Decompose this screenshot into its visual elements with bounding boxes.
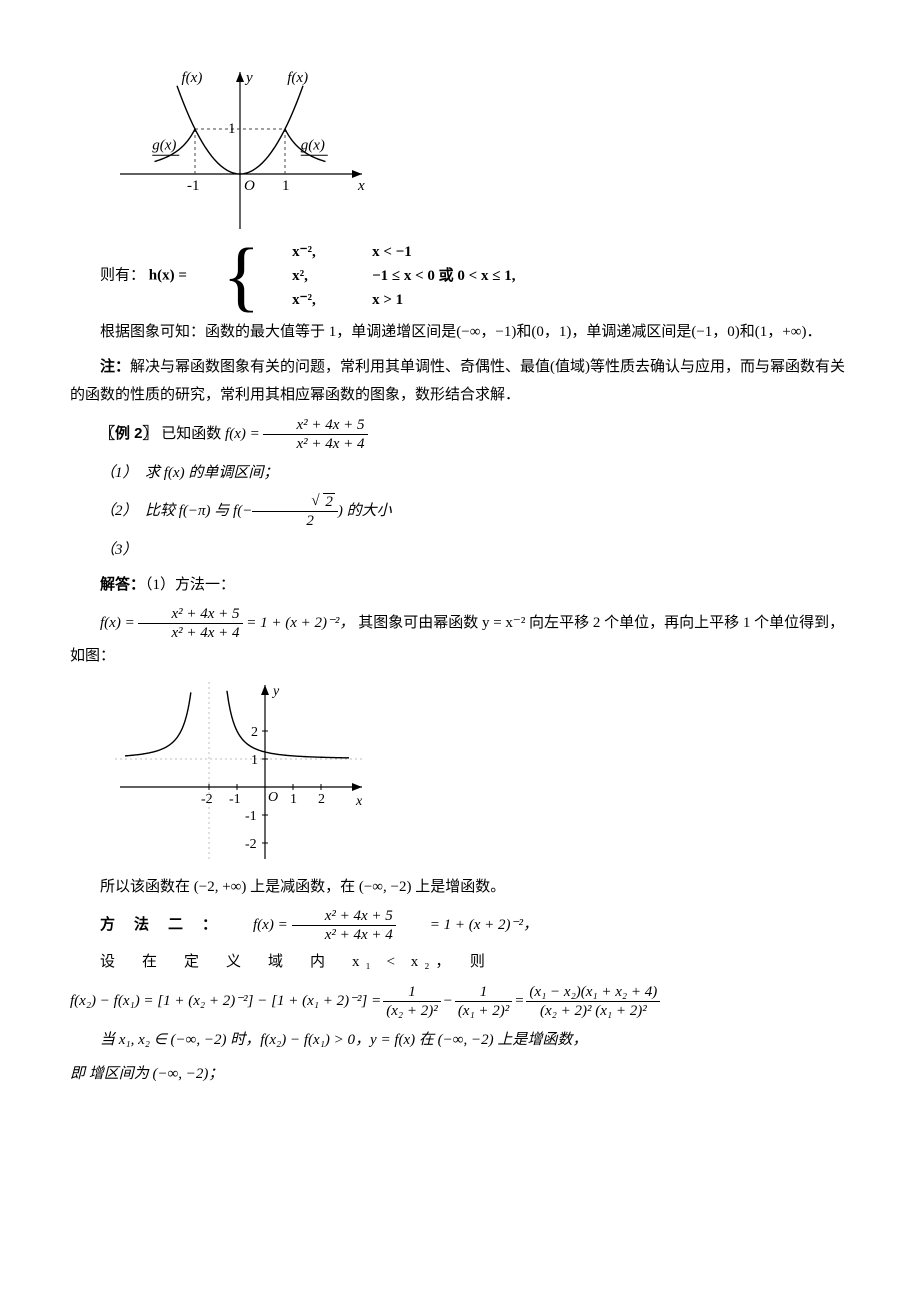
figure-2-svg: y x O -2 -1 1 2 1 2 -1 -2 [110,677,370,867]
svg-text:1: 1 [251,753,258,768]
svg-text:-1: -1 [187,178,200,194]
figure-1-svg: f(x) f(x) g(x) g(x) y x O -1 1 1 [110,64,370,234]
method-2-label: 方 法 二 ： [70,911,219,940]
case-cond: x < −1 [342,240,552,264]
fraction: 1(x₂ + 2)² [383,983,440,1020]
q2-frac: 22 [252,493,338,530]
method-2-equation: f(x₂) − f(x₁) = [1 + (x₂ + 2)⁻²] − [1 + … [70,983,850,1020]
svg-text:x: x [357,178,365,194]
m2-mid: = 1 + (x + 2)⁻²， [400,911,538,940]
q2-a: （2） 比较 f(−π) 与 f(− [100,503,252,519]
note-label: 注： [100,358,130,375]
question-1: （1） 求 f(x) 的单调区间； [70,459,850,488]
svg-text:1: 1 [228,121,236,137]
answer-label: 解答： [100,576,145,593]
frac-den: (x₂ + 2)² (x₁ + 2)² [526,1002,660,1020]
piecewise-lead: 则有： [100,267,145,283]
fraction: x² + 4x + 5 x² + 4x + 4 [263,416,367,453]
m2-fx: f(x) = [223,911,288,940]
svg-text:g(x): g(x) [301,137,325,153]
svg-text:-1: -1 [245,809,257,824]
method-1-expression: f(x) = x² + 4x + 5 x² + 4x + 4 = 1 + (x … [70,605,850,671]
paragraph-conclusion-1: 根据图象可知：函数的最大值等于 1，单调递增区间是(−∞，−1)和(0，1)，单… [70,318,850,347]
svg-text:f(x): f(x) [287,70,308,86]
svg-text:g(x): g(x) [152,137,176,153]
sqrt-radicand: 2 [323,493,335,510]
method-2-line-3: 即 增区间为 (−∞, −2)； [70,1060,850,1089]
svg-text:-2: -2 [245,837,257,852]
svg-text:2: 2 [318,792,325,807]
svg-text:y: y [271,684,280,699]
figure-1: f(x) f(x) g(x) g(x) y x O -1 1 1 [110,64,850,234]
method-1-conclusion: 所以该函数在 (−2, +∞) 上是减函数，在 (−∞, −2) 上是增函数。 [70,873,850,902]
m1-fx: f(x) = [100,615,135,631]
fraction: x² + 4x + 5 x² + 4x + 4 [138,605,242,642]
piecewise-cases: x⁻²,x < −1 x²,−1 ≤ x < 0 或 0 < x ≤ 1, x⁻… [262,240,552,312]
case-fn: x², [262,264,342,288]
piecewise-head: h(x) = [149,267,187,283]
case-cond: x > 1 [342,288,552,312]
example-label: 〖例 2〗 [100,424,158,441]
answer-method-1-label: 解答：（1）方法一： [70,571,850,600]
svg-text:-2: -2 [201,792,213,807]
case-fn: x⁻², [262,240,342,264]
left-brace: { [193,246,260,306]
frac-num: x² + 4x + 5 [138,605,242,624]
svg-text:O: O [268,790,278,805]
question-2: （2） 比较 f(−π) 与 f(−22) 的大小 [70,493,850,530]
fraction: (x₁ − x₂)(x₁ + x₂ + 4)(x₂ + 2)² (x₁ + 2)… [526,983,660,1020]
case-cond: −1 ≤ x < 0 或 0 < x ≤ 1, [342,264,552,288]
svg-text:x: x [355,794,363,809]
svg-text:2: 2 [251,725,258,740]
frac-den: (x₂ + 2)² [383,1002,440,1020]
method-2-line-2: 当 x₁, x₂ ∈ (−∞, −2) 时，f(x₂) − f(x₁) > 0，… [70,1026,850,1055]
minus: − [443,987,453,1016]
fraction: 1(x₁ + 2)² [455,983,512,1020]
m2-eq-left: f(x₂) − f(x₁) = [1 + (x₂ + 2)⁻²] − [1 + … [70,987,381,1016]
frac-num: x² + 4x + 5 [292,907,396,926]
frac-num: 1 [383,983,440,1002]
m2-tail: 设 在 定 义 域 内 x₁ < x₂， 则 [70,948,491,977]
frac-den: x² + 4x + 4 [263,435,367,453]
note-body: 解决与幂函数图象有关的问题，常利用其单调性、奇偶性、最值(值域)等性质去确认与应… [70,359,845,404]
question-3: （3） [70,536,850,565]
svg-text:O: O [244,178,255,194]
svg-text:-1: -1 [229,792,241,807]
svg-text:f(x): f(x) [182,70,203,86]
method-2-line: 方 法 二 ： f(x) = x² + 4x + 5 x² + 4x + 4 =… [70,907,850,977]
example-2-statement: 〖例 2〗 已知函数 f(x) = x² + 4x + 5 x² + 4x + … [70,416,850,453]
frac-den: x² + 4x + 4 [292,926,396,944]
example-lead: 已知函数 [161,425,225,441]
figure-2: y x O -2 -1 1 2 1 2 -1 -2 [110,677,850,867]
method-1-label: （1）方法一： [145,577,235,593]
frac-den: x² + 4x + 4 [138,624,242,642]
frac-den: (x₁ + 2)² [455,1002,512,1020]
piecewise-definition: 则有： h(x) = { x⁻²,x < −1 x²,−1 ≤ x < 0 或 … [70,240,850,312]
eq-sign: = [514,987,524,1016]
note-paragraph: 注：解决与幂函数图象有关的问题，常利用其单调性、奇偶性、最值(值域)等性质去确认… [70,353,850,410]
svg-text:y: y [244,70,253,86]
frac-num: (x₁ − x₂)(x₁ + x₂ + 4) [526,983,660,1002]
case-fn: x⁻², [262,288,342,312]
frac-num: 1 [455,983,512,1002]
frac-num: x² + 4x + 5 [263,416,367,435]
svg-text:1: 1 [282,178,290,194]
m1-mid: = 1 + (x + 2)⁻²， [246,615,354,631]
fraction: x² + 4x + 5 x² + 4x + 4 [292,907,396,944]
svg-text:1: 1 [290,792,297,807]
q2-den: 2 [252,512,338,530]
fx-eq: f(x) = [225,425,260,441]
q2-b: ) 的大小 [338,503,392,519]
